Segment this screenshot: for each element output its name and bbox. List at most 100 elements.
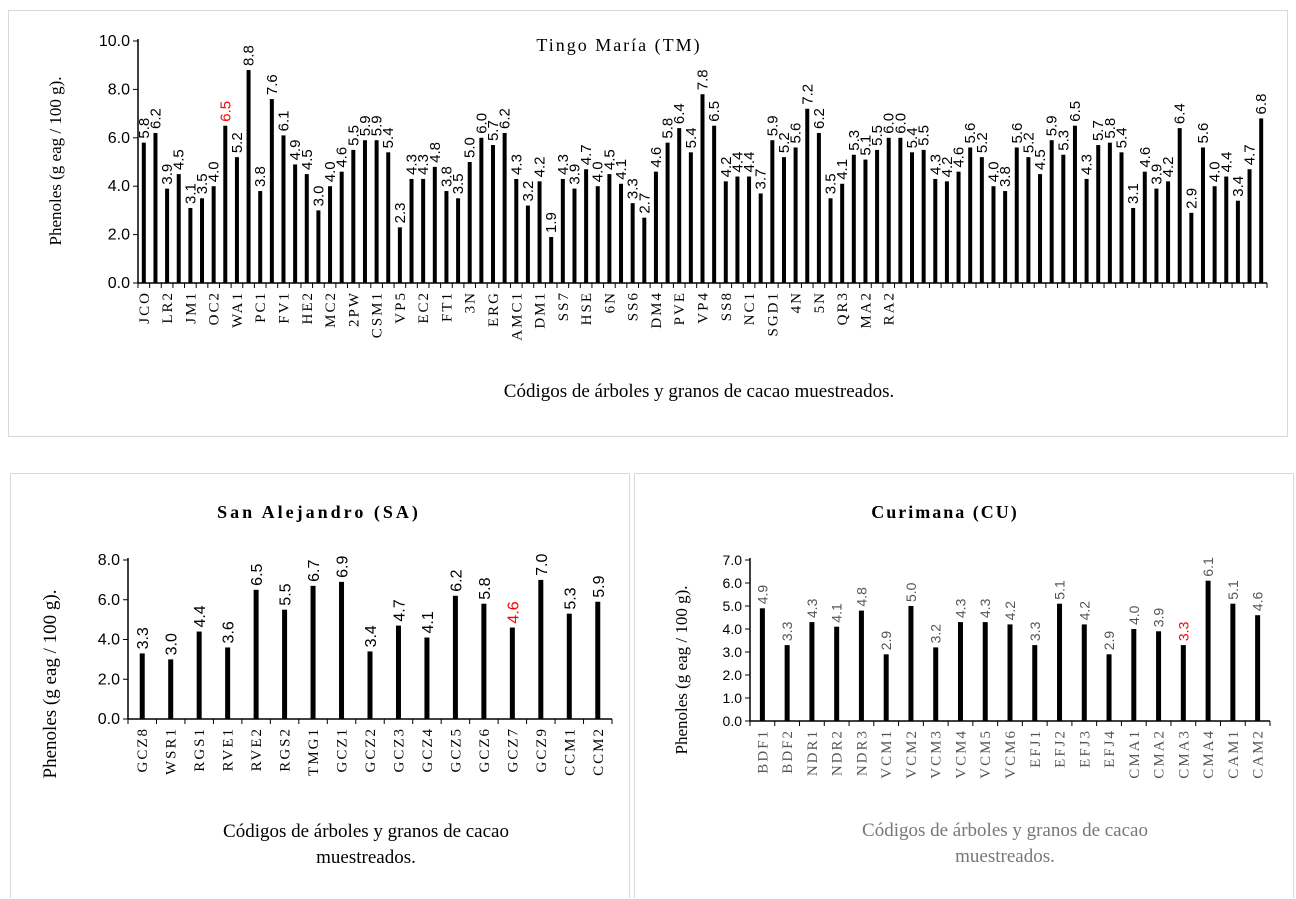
bar	[1247, 169, 1252, 283]
bar-value-label: 5.9	[764, 115, 781, 136]
bar-value-label: 4.2	[532, 157, 549, 178]
bar-value-label: 5.8	[477, 577, 494, 599]
bar	[467, 162, 472, 283]
bar-value-label: 3.1	[182, 183, 199, 204]
bar	[223, 125, 228, 283]
bar-value-label: 5.3	[846, 130, 863, 151]
bar-value-label: 6.9	[335, 556, 352, 578]
bar	[1049, 140, 1054, 283]
bar-value-label: 2.7	[636, 193, 653, 214]
x-category-label: BDF1	[755, 729, 771, 774]
bar-value-label: 5.4	[904, 127, 921, 148]
bar-value-label: 4.9	[754, 585, 770, 605]
bar	[139, 653, 145, 719]
bar	[397, 227, 402, 283]
bar	[444, 191, 449, 283]
bar	[863, 159, 868, 283]
x-category-label: EC2	[416, 291, 432, 324]
y-axis-label: Phenoles (g eag / 100 g).	[46, 76, 65, 245]
x-category-label: GCZ8	[135, 727, 151, 773]
bar	[665, 142, 670, 283]
x-category-label: WA1	[230, 291, 246, 328]
x-category-label: JCO	[137, 291, 153, 324]
bar-value-label: 7.8	[695, 69, 712, 90]
x-category-label: VP5	[393, 291, 409, 324]
bar	[176, 174, 181, 283]
bar	[304, 174, 309, 283]
x-category-label: GCZ5	[448, 727, 464, 773]
y-tick-label: 4.0	[108, 178, 130, 195]
bar	[883, 654, 889, 721]
bar-value-label: 6.1	[275, 111, 292, 132]
x-category-label: JM1	[183, 291, 199, 324]
bar-value-label: 3.1	[1125, 183, 1142, 204]
bar	[1057, 603, 1063, 721]
bar-value-label: 5.5	[345, 125, 362, 146]
bar	[1224, 176, 1229, 283]
bar-value-label: 3.3	[1027, 621, 1043, 641]
bar-value-label: 3.9	[566, 164, 583, 185]
bar-value-label: 4.9	[287, 140, 304, 161]
x-axis-label: Códigos de árboles y granos de cacao mues…	[862, 820, 1148, 867]
y-axis-label: Phenoles (g eag / 100 g).	[672, 585, 691, 754]
bar-value-label: 3.4	[1230, 176, 1247, 197]
bar	[328, 186, 333, 283]
bar	[509, 627, 515, 719]
bar-value-label: 4.7	[391, 599, 408, 621]
bar	[968, 147, 973, 283]
bar	[188, 207, 193, 283]
bar	[944, 181, 949, 283]
bar-value-label: 5.2	[229, 132, 246, 153]
bar	[351, 149, 356, 283]
bar	[1230, 603, 1236, 721]
bar	[196, 631, 202, 719]
x-category-label: HE2	[300, 291, 316, 325]
bar	[225, 647, 231, 719]
bar	[1166, 181, 1171, 283]
bar	[1107, 142, 1112, 283]
chart-panel-tingo-maria: Tingo María (TM) Phenoles (g eag / 100 g)…	[8, 10, 1288, 437]
bar-value-label: 5.1	[1052, 580, 1068, 600]
bar-value-label: 5.6	[1195, 123, 1212, 144]
bar	[253, 589, 259, 719]
x-category-label: VCM4	[953, 729, 969, 779]
bar-value-label: 4.6	[505, 601, 522, 623]
bar-value-label: 4.5	[171, 149, 188, 170]
bar	[1072, 125, 1077, 283]
chart-title: San Alejandro (SA)	[217, 502, 421, 523]
bar-value-label: 5.5	[869, 125, 886, 146]
bar	[316, 210, 321, 283]
bar-value-label: 6.2	[497, 108, 514, 129]
bar	[165, 188, 170, 283]
bar-value-label: 4.3	[952, 598, 968, 618]
bar-value-label: 3.8	[997, 166, 1014, 187]
bar-value-label: 2.9	[1101, 631, 1117, 651]
bar	[1119, 152, 1124, 283]
x-category-label: CAM1	[1226, 729, 1242, 779]
bar	[200, 198, 205, 283]
bar	[1255, 615, 1261, 721]
bar	[432, 166, 437, 283]
y-tick-label: 5.0	[723, 598, 743, 614]
bar-value-label: 7.2	[799, 84, 816, 105]
bar	[1131, 629, 1137, 721]
bar-value-label: 4.3	[1079, 154, 1096, 175]
bar-value-label: 4.6	[1137, 147, 1154, 168]
y-tick-label: 1.0	[723, 690, 743, 706]
bar	[362, 140, 367, 283]
bar	[898, 137, 903, 283]
bar	[395, 625, 401, 719]
x-category-label: CCM2	[591, 727, 607, 776]
bar-value-label: 6.0	[881, 113, 898, 134]
x-category-label: NDR1	[805, 729, 821, 776]
bar	[1096, 145, 1101, 283]
y-tick-label: 6.0	[723, 575, 743, 591]
bar	[1026, 157, 1031, 283]
bar	[490, 145, 495, 283]
bar	[538, 579, 544, 719]
bar	[770, 140, 775, 283]
bar	[1007, 624, 1013, 721]
bar-value-label: 5.6	[788, 123, 805, 144]
bar-value-label: 6.2	[811, 108, 828, 129]
bar	[537, 181, 542, 283]
